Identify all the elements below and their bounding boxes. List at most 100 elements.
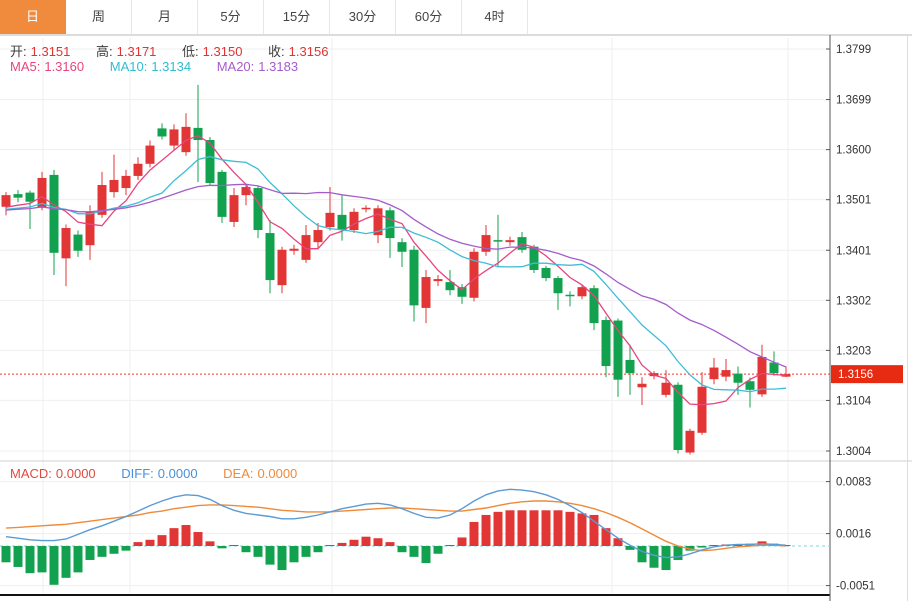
macd-bar bbox=[133, 542, 143, 546]
candle-body bbox=[373, 208, 383, 236]
candle-body bbox=[421, 277, 431, 308]
macd-bar bbox=[25, 546, 35, 574]
macd-bar bbox=[13, 546, 23, 567]
candle-body bbox=[709, 367, 719, 380]
candle-body bbox=[661, 382, 671, 395]
candle-body bbox=[577, 287, 587, 297]
macd-bar bbox=[577, 513, 587, 546]
tab-5分[interactable]: 5分 bbox=[198, 0, 264, 34]
macd-bar bbox=[169, 528, 179, 546]
candle-body bbox=[193, 127, 203, 141]
diff-line bbox=[5, 488, 787, 559]
candle-body bbox=[361, 207, 371, 210]
candle-body bbox=[481, 235, 491, 252]
macd-bar bbox=[409, 546, 419, 557]
candle-body bbox=[721, 370, 731, 377]
tab-周[interactable]: 周 bbox=[66, 0, 132, 34]
candle-body bbox=[433, 279, 443, 282]
candle-body bbox=[769, 362, 779, 374]
macd-bar bbox=[361, 536, 371, 546]
macd-bar bbox=[289, 546, 299, 563]
macd-bar bbox=[373, 538, 383, 546]
candle-body bbox=[25, 192, 35, 202]
candle-body bbox=[145, 145, 155, 164]
macd-bar bbox=[709, 545, 719, 546]
candle-body bbox=[781, 374, 791, 377]
candle-body bbox=[625, 359, 635, 374]
tab-日[interactable]: 日 bbox=[0, 0, 66, 34]
candle-body bbox=[553, 278, 563, 294]
candle-body bbox=[541, 267, 551, 279]
current-price-badge-label: 1.3156 bbox=[838, 369, 873, 381]
candle-body bbox=[349, 211, 359, 231]
macd-bar bbox=[493, 511, 503, 546]
macd-bar bbox=[337, 542, 347, 546]
macd-bar bbox=[325, 545, 335, 546]
current-price-badge bbox=[831, 365, 903, 384]
macd-bar bbox=[97, 546, 107, 557]
candle-body bbox=[181, 126, 191, 153]
candle-body bbox=[733, 373, 743, 383]
macd-bar bbox=[385, 542, 395, 546]
macd-bar bbox=[229, 545, 239, 546]
macd-bar bbox=[181, 525, 191, 546]
tab-4时[interactable]: 4时 bbox=[462, 0, 528, 34]
chart-zone: 1.3799 1.3699 1.3600 1.3501 1.3401 1.3302 1.32… bbox=[0, 35, 912, 601]
candle-body bbox=[13, 194, 23, 198]
candle-body bbox=[49, 174, 59, 253]
candle-body bbox=[289, 248, 299, 251]
price-axis-label: 1.3501 bbox=[836, 195, 871, 207]
candle-body bbox=[505, 240, 515, 243]
macd-bar bbox=[445, 545, 455, 546]
macd-bar bbox=[601, 528, 611, 546]
price-axis-label: 1.3799 bbox=[836, 44, 871, 56]
candle-body bbox=[637, 383, 647, 388]
tab-60分[interactable]: 60分 bbox=[396, 0, 462, 34]
macd-bar bbox=[673, 546, 683, 560]
ma10-line bbox=[5, 155, 787, 393]
ma5-line bbox=[5, 134, 787, 406]
price-axis-label: 1.3203 bbox=[836, 345, 871, 357]
candle-body bbox=[61, 228, 71, 259]
candle-body bbox=[217, 171, 227, 217]
ma20-line bbox=[5, 183, 787, 368]
macd-bar bbox=[457, 537, 467, 546]
candlestick-macd-chart[interactable]: 1.3799 1.3699 1.3600 1.3501 1.3401 1.3302 1.32… bbox=[0, 35, 912, 601]
candle-body bbox=[337, 214, 347, 231]
tab-30分[interactable]: 30分 bbox=[330, 0, 396, 34]
macd-bar bbox=[469, 521, 479, 546]
macd-bar bbox=[265, 546, 275, 565]
candle-body bbox=[205, 140, 215, 183]
macd-bar bbox=[217, 546, 227, 549]
candle-body bbox=[301, 235, 311, 260]
macd-bar bbox=[685, 546, 695, 551]
macd-axis-label: -0.0051 bbox=[836, 581, 875, 593]
macd-bar bbox=[37, 546, 47, 573]
macd-bar bbox=[157, 535, 167, 546]
price-axis-label: 1.3302 bbox=[836, 295, 871, 307]
macd-bar bbox=[553, 510, 563, 546]
candle-body bbox=[685, 430, 695, 453]
macd-bar bbox=[697, 546, 707, 548]
candle-body bbox=[457, 287, 467, 297]
price-axis-label: 1.3699 bbox=[836, 95, 871, 107]
macd-bar bbox=[301, 546, 311, 557]
candle-body bbox=[277, 249, 287, 286]
macd-bar bbox=[349, 539, 359, 546]
macd-axis-label: 0.0016 bbox=[836, 529, 871, 541]
candle-body bbox=[745, 381, 755, 390]
price-axis-label: 1.3104 bbox=[836, 395, 872, 407]
macd-bar bbox=[145, 539, 155, 546]
macd-bar bbox=[481, 514, 491, 546]
candle-body bbox=[409, 249, 419, 306]
macd-bar bbox=[565, 511, 575, 546]
tab-月[interactable]: 月 bbox=[132, 0, 198, 34]
candle-body bbox=[601, 320, 611, 367]
tab-15分[interactable]: 15分 bbox=[264, 0, 330, 34]
candle-body bbox=[73, 234, 83, 251]
candle-body bbox=[493, 240, 503, 242]
macd-axis-label: 0.0083 bbox=[836, 477, 871, 489]
candle-body bbox=[229, 195, 239, 222]
candle-body bbox=[673, 384, 683, 450]
macd-bar bbox=[517, 510, 527, 546]
